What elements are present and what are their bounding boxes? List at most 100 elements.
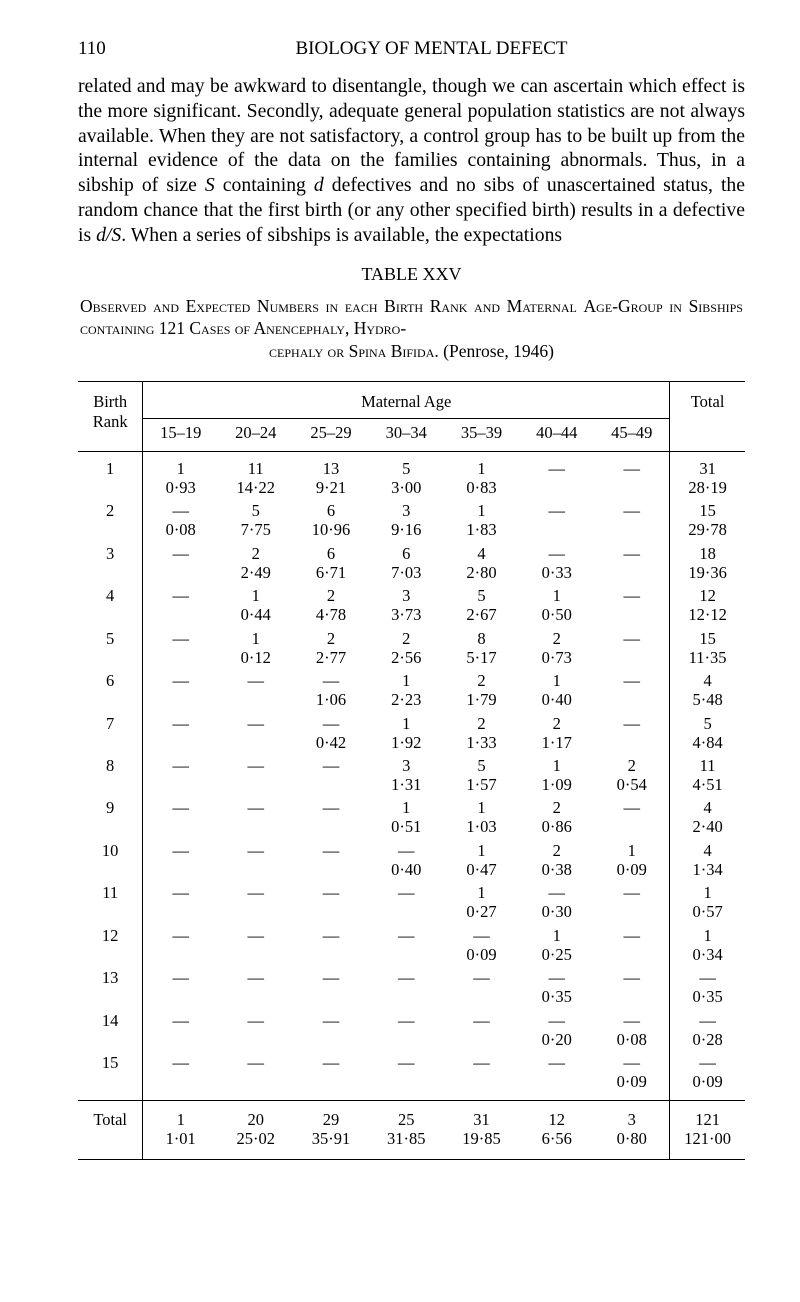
obs-cell: — — [218, 1052, 293, 1073]
table-row: 0·350·35 — [78, 988, 745, 1009]
obs-cell: — — [218, 924, 293, 945]
col-maternal-age: Maternal Age — [143, 381, 670, 418]
exp-cell — [594, 649, 669, 670]
exp-cell: 1·17 — [519, 734, 594, 755]
obs-cell: — — [143, 839, 218, 860]
total-obs-5: 12 — [519, 1101, 594, 1130]
exp-cell: 1·09 — [519, 776, 594, 797]
obs-cell: 2 — [594, 755, 669, 776]
obs-cell: 6 — [293, 500, 368, 521]
exp-cell: 1·03 — [444, 818, 519, 839]
obs-cell: — — [519, 542, 594, 563]
obs-cell: 3 — [369, 500, 444, 521]
exp-cell — [293, 818, 368, 839]
obs-cell: 2 — [369, 627, 444, 648]
obs-cell: 1 — [519, 755, 594, 776]
obs-cell: — — [444, 1009, 519, 1030]
data-table: BirthRank Maternal Age Total 15–19 20–24… — [78, 381, 745, 1160]
total-exp-cell: 29·78 — [670, 521, 745, 542]
exp-cell: 0·44 — [218, 606, 293, 627]
obs-cell: 1 — [444, 797, 519, 818]
exp-cell: 0·35 — [519, 988, 594, 1009]
exp-cell — [143, 734, 218, 755]
exp-cell: 1·83 — [444, 521, 519, 542]
exp-cell — [218, 691, 293, 712]
obs-cell: 2 — [519, 627, 594, 648]
exp-cell: 2·67 — [444, 606, 519, 627]
table-row: 7———122—5 — [78, 712, 745, 733]
exp-cell: 2·56 — [369, 649, 444, 670]
total-obs-6: 3 — [594, 1101, 669, 1130]
table-row: 11————1——1 — [78, 882, 745, 903]
exp-cell: 1·33 — [444, 734, 519, 755]
exp-cell: 2·77 — [293, 649, 368, 670]
exp-cell: 2·23 — [369, 691, 444, 712]
total-cell: 5 — [670, 712, 745, 733]
total-exp-cell: 1·34 — [670, 861, 745, 882]
obs-cell: 2 — [293, 585, 368, 606]
exp-cell: 0·08 — [143, 521, 218, 542]
rank-cell: 3 — [78, 542, 143, 584]
exp-cell — [293, 776, 368, 797]
total-exp-3: 31·85 — [369, 1130, 444, 1159]
obs-cell: 4 — [444, 542, 519, 563]
obs-cell: — — [293, 797, 368, 818]
exp-cell: 1·06 — [293, 691, 368, 712]
obs-cell: — — [519, 967, 594, 988]
obs-cell: — — [594, 882, 669, 903]
exp-cell: 1·92 — [369, 734, 444, 755]
obs-cell: 3 — [369, 585, 444, 606]
total-cell: 31 — [670, 451, 745, 478]
exp-cell — [143, 564, 218, 585]
total-exp-cell: 4·51 — [670, 776, 745, 797]
rank-cell: 15 — [78, 1052, 143, 1101]
obs-cell: — — [594, 627, 669, 648]
total-exp-1: 25·02 — [218, 1130, 293, 1159]
col-15-19: 15–19 — [143, 418, 218, 451]
exp-cell: 0·12 — [218, 649, 293, 670]
obs-cell: — — [143, 797, 218, 818]
exp-cell — [369, 903, 444, 924]
exp-cell — [594, 734, 669, 755]
caption-line3: cephaly or Spina Bifida. — [269, 341, 439, 361]
exp-cell: 0·50 — [519, 606, 594, 627]
italic-d: d — [314, 174, 324, 196]
table-row: 0·421·921·331·174·84 — [78, 734, 745, 755]
table-row: 14———————— — [78, 1009, 745, 1030]
body-text-2: containing — [215, 174, 314, 196]
obs-cell: — — [143, 1052, 218, 1073]
obs-cell: 1 — [444, 839, 519, 860]
exp-cell — [143, 649, 218, 670]
obs-cell: — — [369, 1009, 444, 1030]
total-cell: 1 — [670, 882, 745, 903]
total-exp-cell: 0·57 — [670, 903, 745, 924]
exp-cell: 0·73 — [519, 649, 594, 670]
caption-penrose: (Penrose, 1946) — [439, 341, 554, 361]
total-exp-cell: 12·12 — [670, 606, 745, 627]
obs-cell: — — [444, 924, 519, 945]
total-exp-4: 19·85 — [444, 1130, 519, 1159]
rank-cell: 14 — [78, 1009, 143, 1051]
obs-cell: 6 — [293, 542, 368, 563]
exp-cell: 10·96 — [293, 521, 368, 542]
total-cell: 1 — [670, 924, 745, 945]
col-40-44: 40–44 — [519, 418, 594, 451]
exp-cell: 0·20 — [519, 1031, 594, 1052]
obs-cell: — — [594, 500, 669, 521]
obs-cell: — — [293, 839, 368, 860]
col-30-34: 30–34 — [369, 418, 444, 451]
exp-cell: 3·73 — [369, 606, 444, 627]
obs-cell: 1 — [444, 882, 519, 903]
exp-cell — [594, 946, 669, 967]
exp-cell: 9·16 — [369, 521, 444, 542]
table-row: 0·090·250·34 — [78, 946, 745, 967]
col-birth-rank: BirthRank — [78, 381, 143, 451]
caption-line1: Observed and Expected Numbers in each Bi… — [80, 296, 577, 316]
col-45-49: 45–49 — [594, 418, 669, 451]
rank-cell: 6 — [78, 670, 143, 712]
total-obs-total: 121 — [670, 1101, 745, 1130]
exp-cell: 7·75 — [218, 521, 293, 542]
obs-cell: 1 — [369, 670, 444, 691]
obs-cell: — — [594, 1052, 669, 1073]
obs-cell: — — [444, 1052, 519, 1073]
